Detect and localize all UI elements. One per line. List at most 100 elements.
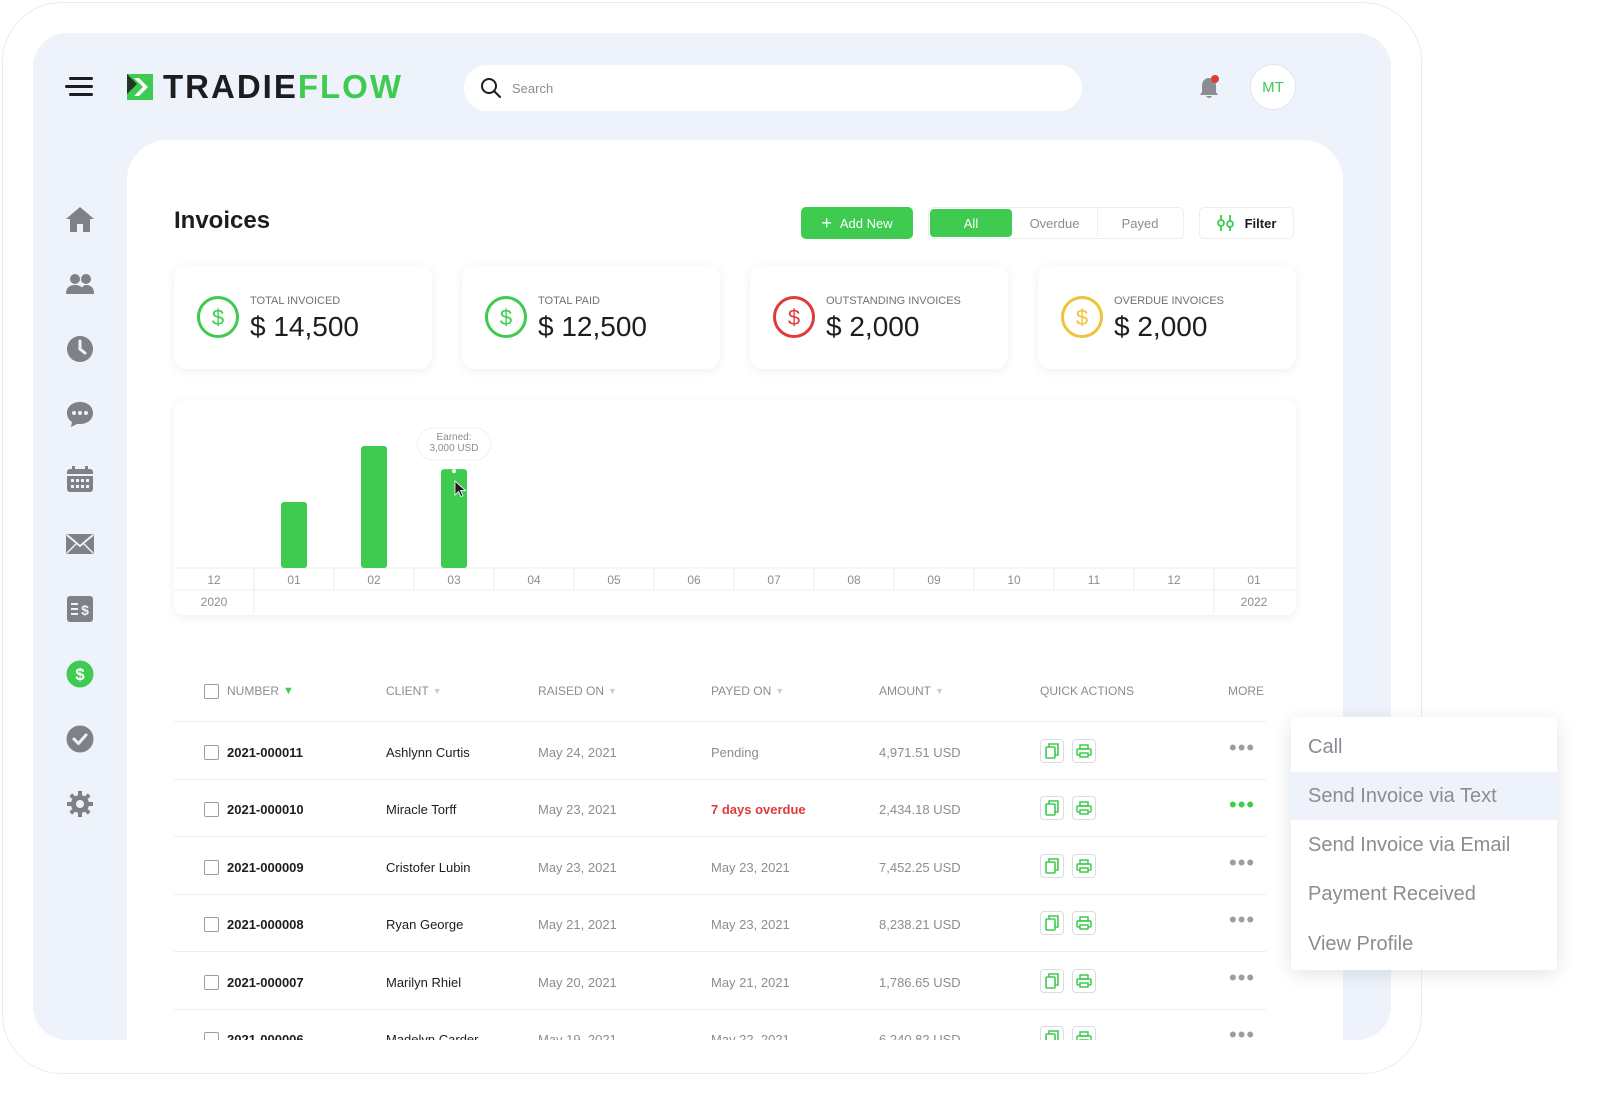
invoice-list-icon[interactable]: $ [65, 594, 95, 624]
header-payed-on[interactable]: PAYED ON ▼ [711, 684, 785, 698]
search-icon [481, 78, 501, 98]
client-name[interactable]: Madelyn Carder [386, 1032, 479, 1040]
header-amount[interactable]: AMOUNT ▼ [879, 684, 944, 698]
search-input[interactable] [512, 80, 1032, 96]
print-icon[interactable] [1072, 853, 1096, 878]
add-new-button[interactable]: + Add New [801, 207, 913, 239]
row-checkbox[interactable] [204, 802, 219, 818]
table-row[interactable]: 2021-000011 Ashlynn Curtis May 24, 2021 Pen… [174, 723, 1266, 780]
tooltip-dot [452, 469, 456, 474]
sort-icon: ▼ [775, 686, 785, 696]
clock-icon[interactable] [65, 334, 95, 364]
user-avatar[interactable]: MT [1250, 64, 1296, 110]
header-raised-on[interactable]: RAISED ON ▼ [538, 684, 617, 698]
more-options-icon[interactable]: ••• [1229, 849, 1256, 875]
more-options-icon[interactable]: ••• [1229, 907, 1256, 933]
svg-text:$: $ [500, 305, 512, 330]
invoice-number[interactable]: 2021-000008 [227, 917, 304, 933]
segment-payed[interactable]: Payed [1121, 215, 1159, 231]
invoice-number[interactable]: 2021-000006 [227, 1032, 304, 1040]
amount: 8,238.21 USD [879, 917, 961, 933]
dollar-icon[interactable]: $ [65, 659, 95, 689]
table-row[interactable]: 2021-000010 Miracle Torff May 23, 2021 7 da… [174, 780, 1266, 838]
menu-item-view-profile[interactable]: View Profile [1308, 932, 1414, 955]
more-options-icon[interactable]: ••• [1229, 792, 1256, 818]
x-tick-label: 01 [1247, 573, 1261, 587]
raised-on: May 23, 2021 [538, 859, 617, 875]
more-options-icon[interactable]: ••• [1229, 1022, 1256, 1041]
copy-icon[interactable] [1040, 911, 1064, 936]
copy-icon[interactable] [1040, 739, 1064, 763]
copy-icon[interactable] [1040, 968, 1064, 993]
app-logo[interactable]: TRADIEFLOW [125, 68, 403, 105]
header-client[interactable]: CLIENT ▼ [386, 684, 442, 698]
table-row[interactable]: 2021-000008 Ryan George May 21, 2021 May 23… [174, 895, 1266, 953]
client-name[interactable]: Ryan George [386, 917, 464, 933]
table-row[interactable]: 2021-000009 Cristofer Lubin May 23, 2021 Ma… [174, 838, 1266, 895]
svg-text:$: $ [212, 305, 224, 330]
client-name[interactable]: Cristofer Lubin [386, 859, 471, 875]
table-header: NUMBER ▼ CLIENT ▼ RAISED ON ▼ PAYED ON ▼ AMO… [174, 658, 1266, 722]
segment-all[interactable]: All [930, 209, 1012, 237]
invoice-number[interactable]: 2021-000009 [227, 859, 304, 875]
payed-on: Pending [711, 745, 759, 760]
earnings-chart-svg: 12 01 02 03 04 05 06 07 08 09 10 11 12 01 2020 2022 Earn… [174, 427, 1296, 612]
more-options-icon[interactable]: ••• [1229, 735, 1256, 760]
segment-overdue[interactable]: Overdue [1012, 209, 1098, 237]
menu-icon[interactable] [65, 77, 95, 97]
row-checkbox[interactable] [204, 917, 219, 933]
print-icon[interactable] [1072, 968, 1096, 993]
print-icon[interactable] [1072, 911, 1096, 936]
header-more: MORE [1228, 684, 1264, 698]
print-icon[interactable] [1072, 739, 1096, 763]
calendar-icon[interactable] [65, 464, 95, 494]
search-bar[interactable] [464, 65, 1082, 111]
row-checkbox[interactable] [204, 859, 219, 875]
more-options-icon[interactable]: ••• [1229, 964, 1256, 990]
stat-card-outstanding-invoices: $ OUTSTANDING INVOICES $ 2,000 [750, 265, 1008, 369]
select-all-checkbox[interactable] [204, 684, 219, 699]
menu-item-call[interactable]: Call [1308, 735, 1343, 758]
dollar-coin-icon: $ [485, 296, 527, 338]
table-row[interactable]: 2021-000007 Marilyn Rhiel May 20, 2021 May … [174, 953, 1266, 1010]
chat-icon[interactable] [65, 399, 95, 429]
copy-icon[interactable] [1040, 1026, 1064, 1040]
stat-value: $ 2,000 [1114, 311, 1208, 342]
home-icon[interactable] [65, 204, 95, 234]
stat-label: TOTAL INVOICED [250, 295, 341, 307]
raised-on: May 23, 2021 [538, 802, 617, 818]
invoice-number[interactable]: 2021-000007 [227, 974, 304, 990]
plus-icon: + [821, 213, 832, 233]
print-icon[interactable] [1072, 796, 1096, 821]
invoice-number[interactable]: 2021-000010 [227, 802, 304, 818]
amount: 4,971.51 USD [879, 745, 961, 760]
tooltip-label: Earned: [436, 432, 471, 443]
header-number[interactable]: NUMBER ▼ [227, 684, 294, 698]
menu-item-send-invoice-text[interactable]: Send Invoice via Text [1291, 772, 1557, 820]
sort-icon: ▼ [608, 686, 617, 696]
client-name[interactable]: Miracle Torff [386, 802, 457, 818]
payed-on: May 21, 2021 [711, 974, 790, 990]
row-checkbox[interactable] [204, 1032, 219, 1040]
users-icon[interactable] [65, 269, 95, 299]
client-name[interactable]: Marilyn Rhiel [386, 974, 462, 990]
check-icon[interactable] [65, 724, 95, 754]
stat-label: OUTSTANDING INVOICES [826, 295, 961, 307]
payed-on: May 23, 2021 [711, 859, 790, 875]
filter-label: Filter [1244, 215, 1277, 231]
menu-item-payment-received[interactable]: Payment Received [1308, 882, 1476, 905]
notification-bell-icon[interactable] [1197, 75, 1221, 101]
print-icon[interactable] [1072, 1026, 1096, 1040]
filter-button[interactable]: Filter [1199, 207, 1294, 239]
mail-icon[interactable] [65, 529, 95, 559]
table-row[interactable]: 2021-000006 Madelyn Carder May 19, 2021 May… [174, 1010, 1266, 1040]
row-checkbox[interactable] [204, 745, 219, 760]
copy-icon[interactable] [1040, 853, 1064, 878]
copy-icon[interactable] [1040, 796, 1064, 821]
client-name[interactable]: Ashlynn Curtis [386, 745, 470, 760]
bar [281, 502, 307, 568]
row-checkbox[interactable] [204, 974, 219, 990]
settings-icon[interactable] [65, 789, 95, 819]
invoice-number[interactable]: 2021-000011 [227, 745, 303, 760]
menu-item-send-invoice-email[interactable]: Send Invoice via Email [1308, 833, 1511, 856]
